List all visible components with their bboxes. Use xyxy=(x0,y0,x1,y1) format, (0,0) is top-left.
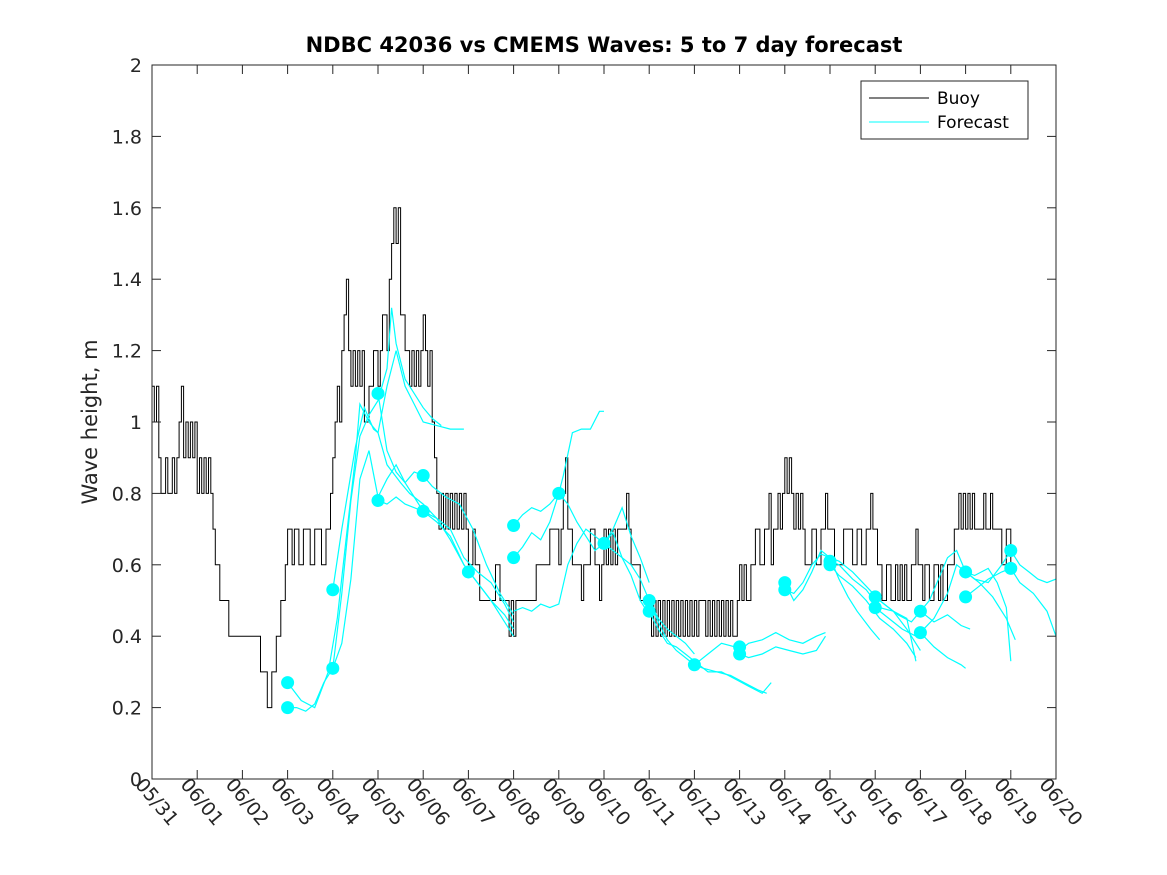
x-tick-label: 06/01 xyxy=(176,774,228,830)
x-tick-label: 06/11 xyxy=(628,774,680,830)
forecast-series-line xyxy=(332,450,515,669)
x-tick-label: 06/18 xyxy=(944,774,996,830)
x-tick-label: 06/13 xyxy=(718,774,770,830)
forecast-series-line xyxy=(965,549,1057,584)
x-tick-label: 06/17 xyxy=(899,774,951,830)
x-tick-label: 06/15 xyxy=(809,774,861,830)
x-tick-label: 06/04 xyxy=(311,774,363,830)
forecast-point xyxy=(1004,561,1018,575)
x-tick-label: 06/16 xyxy=(854,774,906,830)
forecast-point xyxy=(687,658,701,672)
forecast-point xyxy=(1004,544,1018,558)
x-tick-label: 06/10 xyxy=(583,774,635,830)
forecast-point xyxy=(868,590,882,604)
forecast-point xyxy=(281,676,295,690)
y-tick-label: 1.4 xyxy=(112,269,142,291)
axis-ticks: 00.20.40.60.811.21.41.61.8205/3106/0106/… xyxy=(112,55,1087,830)
x-tick-label: 06/03 xyxy=(266,774,318,830)
forecast-series-line xyxy=(287,350,464,709)
y-tick-label: 1.2 xyxy=(112,341,142,363)
y-tick-label: 0 xyxy=(130,769,142,791)
forecast-series-line xyxy=(965,567,1057,637)
y-tick-label: 1.8 xyxy=(112,126,142,148)
forecast-point xyxy=(913,604,927,618)
forecast-series-line xyxy=(694,631,826,666)
forecast-series-line xyxy=(919,549,1016,641)
forecast-series-line xyxy=(513,492,650,616)
forecast-point xyxy=(913,626,927,640)
legend-box xyxy=(860,80,1029,140)
forecast-point xyxy=(868,601,882,615)
legend-forecast-label: Forecast xyxy=(937,113,1009,133)
forecast-series-line xyxy=(513,410,604,526)
forecast-point xyxy=(371,386,385,400)
x-tick-label: 06/12 xyxy=(673,774,725,830)
forecast-point xyxy=(461,565,475,579)
legend-buoy-label: Buoy xyxy=(937,89,980,109)
legend: Buoy Forecast xyxy=(860,80,1029,140)
forecast-point xyxy=(507,519,521,533)
y-axis-label: Wave height, m xyxy=(78,339,102,504)
x-tick-label: 05/31 xyxy=(131,774,183,830)
forecast-point xyxy=(371,494,385,508)
forecast-point xyxy=(642,594,656,607)
forecast-point xyxy=(326,583,340,597)
forecast-series-line xyxy=(648,610,772,695)
x-tick-label: 06/08 xyxy=(492,774,544,830)
x-tick-label: 06/02 xyxy=(221,774,273,830)
forecast-point xyxy=(733,647,747,661)
forecast-point xyxy=(326,661,340,675)
y-tick-label: 1 xyxy=(130,412,142,434)
forecast-point xyxy=(823,558,837,572)
y-tick-label: 1.6 xyxy=(112,198,142,220)
forecast-point xyxy=(507,551,521,565)
forecast-series-line xyxy=(377,393,515,616)
forecast-series-line xyxy=(332,405,515,630)
forecast-point xyxy=(642,604,656,618)
x-tick-label: 06/07 xyxy=(447,774,499,830)
y-tick-label: 0.2 xyxy=(112,698,142,720)
forecast-series-line xyxy=(513,505,650,612)
chart-title: NDBC 42036 vs CMEMS Waves: 5 to 7 day fo… xyxy=(306,33,903,57)
x-tick-label: 06/05 xyxy=(357,774,409,830)
forecast-point xyxy=(552,486,566,500)
y-tick-label: 0.4 xyxy=(112,626,142,648)
axes-frame xyxy=(151,64,1057,780)
forecast-point xyxy=(778,583,792,597)
forecast-point xyxy=(959,590,973,604)
y-tick-label: 0.6 xyxy=(112,555,142,577)
x-tick-label: 06/20 xyxy=(1035,774,1087,830)
y-tick-label: 0.8 xyxy=(112,483,142,505)
forecast-point xyxy=(416,469,430,483)
forecast-point xyxy=(959,565,973,579)
x-tick-label: 06/19 xyxy=(989,774,1041,830)
forecast-point xyxy=(281,701,295,715)
forecast-series-line xyxy=(377,496,515,623)
plot-area xyxy=(152,207,1057,715)
x-tick-label: 06/09 xyxy=(537,774,589,830)
buoy-series-line xyxy=(152,207,1016,709)
forecast-point xyxy=(597,536,611,550)
y-tick-label: 2 xyxy=(130,55,142,77)
forecast-series-line xyxy=(287,307,442,712)
forecast-point xyxy=(416,504,430,518)
x-tick-label: 06/14 xyxy=(763,774,815,830)
x-tick-label: 06/06 xyxy=(402,774,454,830)
forecast-series-line xyxy=(739,635,827,659)
